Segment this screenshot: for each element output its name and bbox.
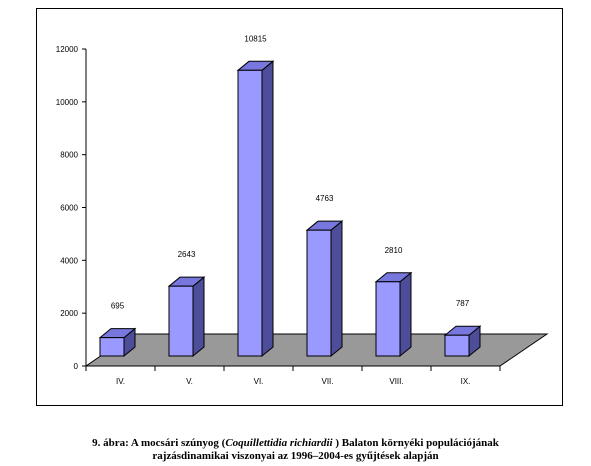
data-label: 4763 xyxy=(316,194,334,203)
bar-side xyxy=(399,271,412,358)
bar xyxy=(99,337,125,357)
x-tick-label: IX. xyxy=(461,377,471,386)
bar xyxy=(168,285,194,357)
y-tick-label: 10000 xyxy=(56,98,79,107)
bar-side xyxy=(261,60,274,358)
x-tick-label: VI. xyxy=(254,377,264,386)
bar xyxy=(237,69,263,357)
x-tick-label: V. xyxy=(186,377,193,386)
x-tick-label: VII. xyxy=(321,377,333,386)
bar xyxy=(375,281,401,357)
y-tick-label: 2000 xyxy=(60,309,78,318)
y-tick-label: 4000 xyxy=(60,256,78,265)
caption-species-name: Coquillettidia richiardii xyxy=(225,437,333,449)
caption-text-end: ) Balaton környéki populációjának xyxy=(332,437,499,449)
data-label: 2810 xyxy=(385,246,403,255)
bar-side xyxy=(192,276,205,358)
data-label: 695 xyxy=(111,302,125,311)
caption-text-start: 9. ábra: A mocsári szúnyog ( xyxy=(92,437,226,449)
y-tick-label: 12000 xyxy=(56,45,79,54)
figure-caption: 9. ábra: A mocsári szúnyog (Coquillettid… xyxy=(0,437,591,463)
data-label: 2643 xyxy=(178,250,196,259)
y-tick-label: 8000 xyxy=(60,151,78,160)
bar-side xyxy=(330,220,343,358)
data-label: 787 xyxy=(456,299,470,308)
data-label: 10815 xyxy=(244,34,267,43)
bar xyxy=(444,334,470,357)
y-tick-label: 6000 xyxy=(60,204,78,213)
caption-line-2: rajzásdinamikai viszonyai az 1996–2004-e… xyxy=(152,450,439,462)
bar xyxy=(306,229,332,357)
y-tick-label: 0 xyxy=(74,362,79,371)
x-tick-label: IV. xyxy=(116,377,125,386)
x-tick-label: VIII. xyxy=(389,377,403,386)
caption-line-1: 9. ábra: A mocsári szúnyog (Coquillettid… xyxy=(0,437,591,450)
